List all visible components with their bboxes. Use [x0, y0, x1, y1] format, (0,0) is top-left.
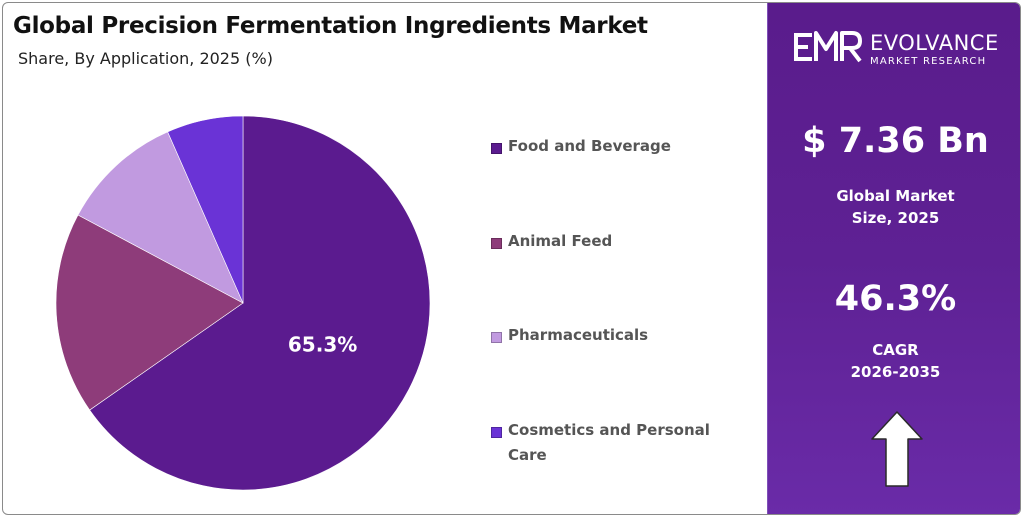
legend-item-food-and-beverage: Food and Beverage	[491, 137, 741, 159]
pie-slice-pharmaceuticals	[77, 131, 244, 304]
cagr-label: CAGR 2026-2035	[768, 339, 1020, 383]
legend-label-line1: Animal Feed	[508, 232, 613, 250]
legend-item-pharmaceuticals: Pharmaceuticals	[491, 326, 741, 348]
market-size-label-line2: Size, 2025	[851, 209, 940, 227]
pie-slice-cosmetics-and-personal-care	[167, 115, 244, 304]
legend-label-line2: Care	[508, 446, 547, 464]
legend-label: Food and Beverage	[508, 134, 671, 159]
market-size-label-line1: Global Market	[836, 187, 955, 205]
pie-chart: 65.3%	[55, 115, 431, 491]
emr-logo-icon	[794, 31, 862, 63]
legend-swatch	[491, 238, 502, 249]
legend-swatch	[491, 427, 502, 438]
pie-data-label: 65.3%	[288, 333, 357, 357]
legend-label: Pharmaceuticals	[508, 323, 648, 348]
chart-subtitle: Share, By Application, 2025 (%)	[18, 49, 273, 68]
chart-title: Global Precision Fermentation Ingredient…	[13, 13, 648, 39]
legend-label-line1: Food and Beverage	[508, 137, 671, 155]
chart-panel: Global Precision Fermentation Ingredient…	[3, 3, 767, 514]
cagr-label-line2: 2026-2035	[850, 363, 941, 381]
legend-item-animal-feed: Animal Feed	[491, 232, 741, 254]
pie-slice-food-and-beverage	[89, 115, 431, 491]
legend-swatch	[491, 143, 502, 154]
legend-label: Animal Feed	[508, 229, 612, 254]
market-size-label: Global Market Size, 2025	[768, 185, 1020, 229]
stats-sidebar: EVOLVANCE MARKET RESEARCH $ 7.36 Bn Glob…	[767, 3, 1020, 514]
cagr-label-line1: CAGR	[872, 341, 919, 359]
cagr-value: 46.3%	[834, 279, 957, 319]
brand-tagline: MARKET RESEARCH	[870, 56, 987, 67]
legend-label-line1: Pharmaceuticals	[508, 326, 649, 344]
legend-label-line1: Cosmetics and Personal	[508, 421, 710, 439]
pie-slice-animal-feed	[55, 214, 244, 411]
market-size-value: $ 7.36 Bn	[802, 121, 989, 161]
legend-label: Cosmetics and Personal Care	[508, 418, 710, 468]
legend-swatch	[491, 332, 502, 343]
brand-name: EVOLVANCE	[870, 31, 999, 55]
brand-logo: EVOLVANCE MARKET RESEARCH	[792, 25, 1012, 71]
legend-item-cosmetics-and-personal-care: Cosmetics and Personal Care	[491, 421, 741, 468]
up-arrow-icon	[869, 409, 925, 493]
